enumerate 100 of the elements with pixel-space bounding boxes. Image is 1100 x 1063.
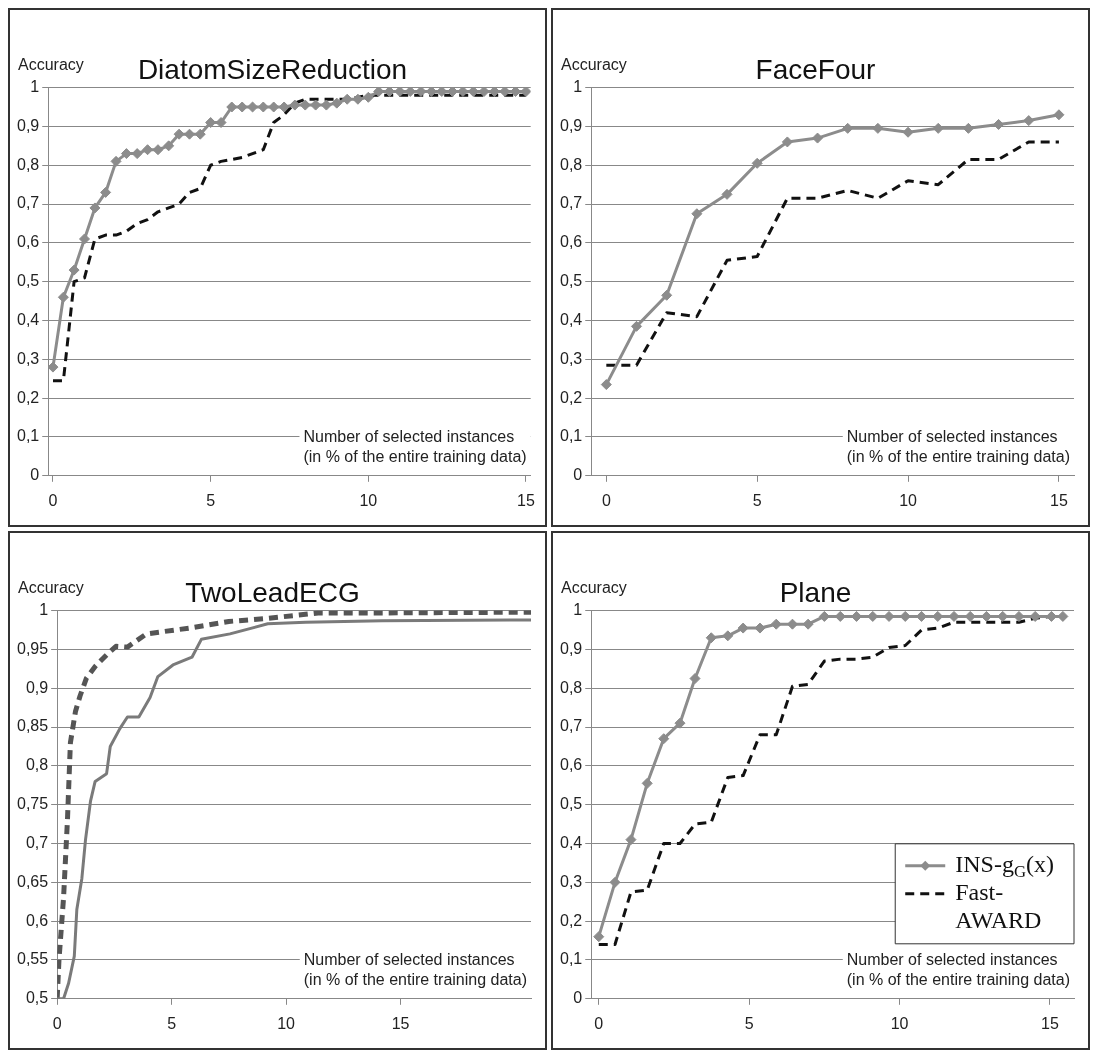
y-axis-title: Accuracy bbox=[18, 579, 84, 597]
y-tick-label: 0,3 bbox=[559, 872, 583, 890]
y-tick-label: 0,7 bbox=[25, 833, 49, 851]
y-axis-title: Accuracy bbox=[18, 56, 84, 74]
point bbox=[932, 122, 944, 134]
point bbox=[722, 630, 734, 642]
y-tick-label: 1 bbox=[39, 601, 49, 619]
y-tick-label: 0,85 bbox=[17, 717, 49, 735]
y-tick-label: 0,4 bbox=[559, 310, 583, 328]
y-tick-label: 0,55 bbox=[17, 950, 49, 968]
point bbox=[781, 136, 793, 148]
y-tick-label: 0,4 bbox=[559, 833, 583, 851]
y-tick-label: 0,7 bbox=[16, 194, 40, 212]
x-tick-label: 5 bbox=[167, 1014, 177, 1032]
point bbox=[593, 931, 605, 943]
point bbox=[48, 361, 59, 373]
y-tick-label: 1 bbox=[30, 78, 40, 96]
point bbox=[916, 610, 927, 622]
x-tick-label: 0 bbox=[594, 1014, 604, 1032]
x-tick-label: 15 bbox=[1050, 491, 1068, 509]
y-tick-label: 0,5 bbox=[559, 795, 583, 813]
x-axis-title: Number of selected instances (in % of the entire training data) bbox=[846, 428, 1070, 466]
point bbox=[163, 140, 175, 152]
point bbox=[1053, 109, 1065, 121]
y-tick-label: 0,1 bbox=[559, 950, 583, 968]
y-tick-label: 0,2 bbox=[559, 388, 583, 406]
point bbox=[872, 122, 884, 134]
y-tick-label: 0,8 bbox=[559, 678, 583, 696]
y-tick-label: 0 bbox=[573, 466, 583, 484]
x-tick-label: 5 bbox=[752, 491, 762, 509]
y-tick-label: 0,5 bbox=[25, 989, 49, 1007]
x-tick-label: 15 bbox=[1041, 1014, 1059, 1032]
x-axis-title: Number of selected instances (in % of the entire training data) bbox=[846, 951, 1070, 989]
point bbox=[89, 202, 101, 214]
chart-title: DiatomSizeReduction bbox=[137, 53, 408, 85]
point bbox=[705, 632, 717, 644]
y-tick-label: 0,2 bbox=[559, 911, 583, 929]
y-tick-label: 0,5 bbox=[16, 272, 40, 290]
y-tick-label: 0,1 bbox=[16, 427, 40, 445]
y-axis-title: Accuracy bbox=[561, 579, 627, 597]
point bbox=[352, 93, 364, 105]
x-tick-label: 15 bbox=[391, 1014, 410, 1032]
legend-label: Fast-AWARD bbox=[955, 879, 1042, 934]
y-tick-label: 0,9 bbox=[16, 116, 40, 134]
point bbox=[57, 291, 69, 303]
point bbox=[609, 876, 621, 888]
point bbox=[68, 264, 80, 276]
point bbox=[331, 97, 343, 109]
y-tick-label: 0,65 bbox=[17, 872, 49, 890]
x-tick-label: 0 bbox=[601, 491, 611, 509]
chart-title: Plane bbox=[779, 576, 852, 608]
y-tick-label: 0,75 bbox=[17, 795, 49, 813]
y-tick-label: 0,5 bbox=[559, 272, 583, 290]
point bbox=[737, 622, 749, 634]
point bbox=[625, 834, 637, 846]
y-tick-label: 0 bbox=[573, 989, 583, 1007]
point bbox=[362, 91, 374, 103]
y-tick-label: 0,3 bbox=[16, 349, 40, 367]
point bbox=[173, 128, 185, 140]
point bbox=[100, 186, 112, 198]
point bbox=[902, 126, 914, 138]
y-tick-label: 0,6 bbox=[25, 911, 49, 929]
y-tick-label: 0,7 bbox=[559, 194, 583, 212]
y-tick-label: 0,4 bbox=[16, 310, 40, 328]
point bbox=[1023, 115, 1035, 127]
y-tick-label: 0,3 bbox=[559, 349, 583, 367]
y-tick-label: 0,8 bbox=[25, 756, 49, 774]
y-tick-label: 0,9 bbox=[559, 116, 583, 134]
x-tick-label: 10 bbox=[277, 1014, 296, 1032]
point bbox=[641, 777, 653, 789]
y-tick-label: 0,1 bbox=[559, 427, 583, 445]
chart-title: FaceFour bbox=[755, 53, 876, 85]
point bbox=[658, 733, 670, 745]
y-tick-label: 0 bbox=[30, 466, 40, 484]
line-series bbox=[604, 140, 1061, 367]
point bbox=[341, 93, 353, 105]
point bbox=[689, 673, 701, 685]
x-tick-label: 10 bbox=[890, 1014, 909, 1032]
x-tick-label: 5 bbox=[206, 491, 216, 509]
y-tick-label: 0,9 bbox=[25, 678, 49, 696]
y-tick-label: 0,2 bbox=[16, 388, 40, 406]
point bbox=[152, 144, 164, 156]
point bbox=[812, 132, 824, 144]
y-tick-label: 0,6 bbox=[559, 233, 583, 251]
point bbox=[691, 208, 703, 220]
y-axis-title: Accuracy bbox=[561, 56, 627, 74]
y-tick-label: 0,8 bbox=[559, 155, 583, 173]
y-tick-label: 0,6 bbox=[16, 233, 40, 251]
y-tick-label: 0,8 bbox=[16, 155, 40, 173]
y-tick-label: 0,9 bbox=[559, 639, 583, 657]
point bbox=[751, 157, 763, 169]
point bbox=[721, 188, 733, 200]
y-tick-label: 0,6 bbox=[559, 756, 583, 774]
point bbox=[631, 320, 642, 332]
point bbox=[661, 289, 673, 301]
chart-title: TwoLeadECG bbox=[185, 576, 360, 608]
point bbox=[110, 155, 122, 167]
point bbox=[674, 717, 686, 729]
point bbox=[600, 379, 612, 391]
x-tick-label: 0 bbox=[52, 1014, 62, 1032]
